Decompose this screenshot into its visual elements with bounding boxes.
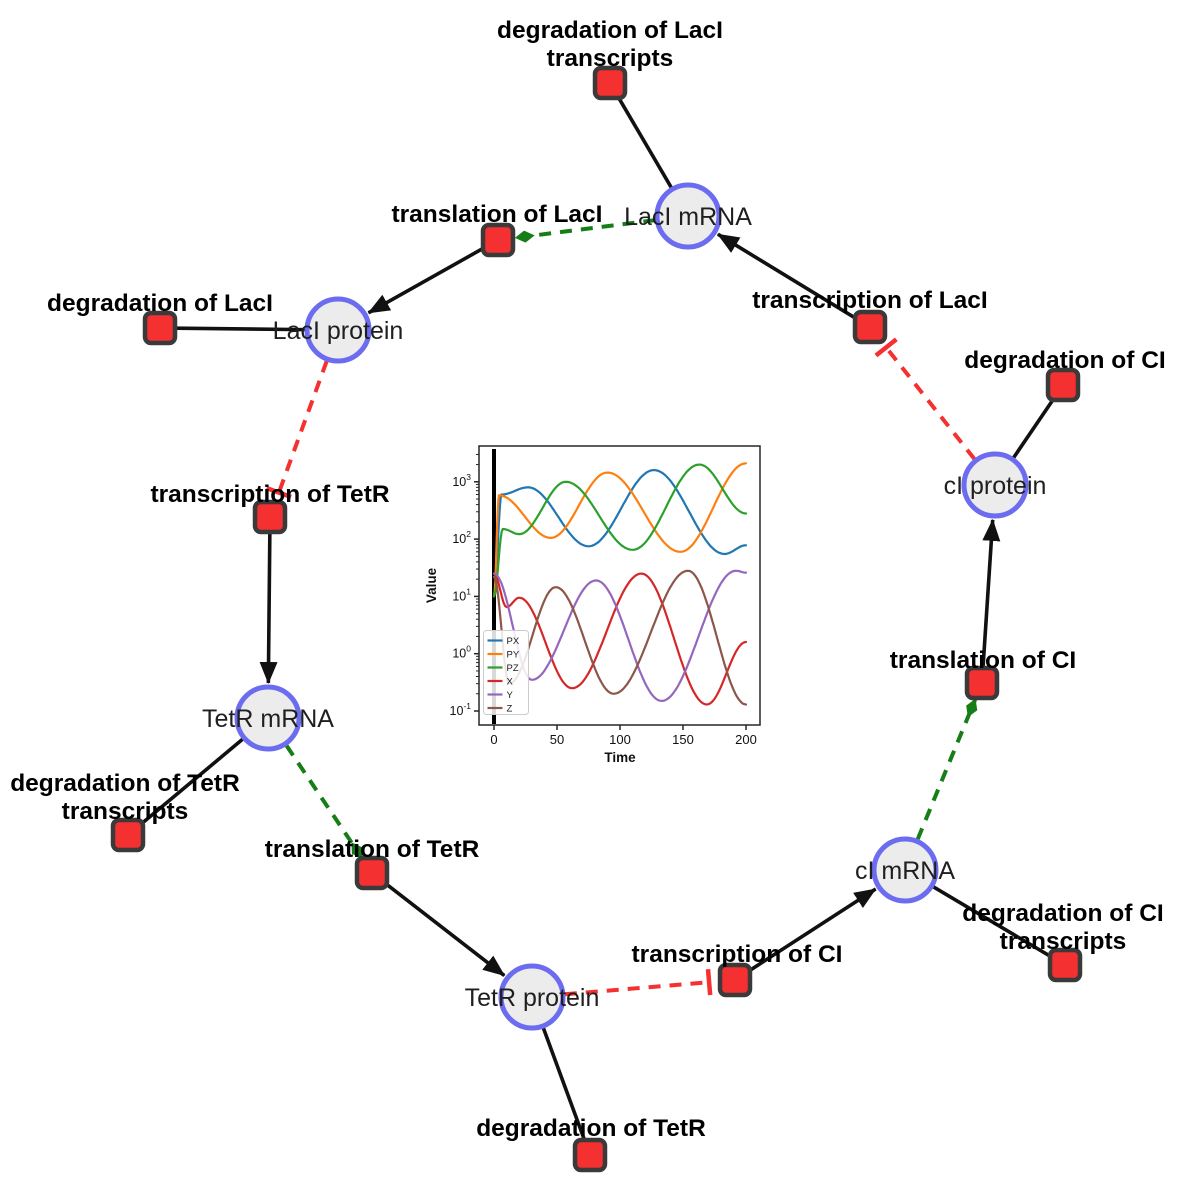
edges-layer — [139, 95, 1056, 1141]
species-label-laci-protein: LacI protein — [273, 317, 404, 345]
inhibition-tbar-icon — [874, 337, 898, 358]
edge-ci-mrna--translation-ci-modifier — [915, 698, 978, 841]
reaction-node-translation-tetr[interactable] — [354, 855, 390, 891]
x-tick-label: 150 — [672, 732, 694, 747]
series-line-PZ — [492, 463, 748, 598]
species-label-ci-protein: cI protein — [944, 472, 1047, 500]
reaction-label-deg-tetr: degradation of TetR — [476, 1115, 706, 1142]
species-node-ci-mrna[interactable] — [871, 836, 939, 904]
inhibition-tbar-icon — [705, 969, 713, 996]
series-line-Z — [492, 569, 748, 706]
time-series-inset-plot: 0 50 100 150 200 10-1 100 101 102 103 Time Value PX P… — [424, 445, 761, 765]
edge-translation-laci--laci-protein-production — [367, 246, 485, 315]
reaction-label-translation-ci: translation of CI — [890, 647, 1076, 674]
reaction-label-deg-ci: degradation of CI — [964, 347, 1165, 374]
inhibition-tbar-icon — [265, 486, 292, 500]
x-tick-label: 200 — [735, 732, 757, 747]
species-node-laci-mrna[interactable] — [654, 182, 722, 250]
reaction-node-deg-tetr[interactable] — [572, 1137, 608, 1173]
edge-tetr-protein--deg-tetr-consumption — [541, 1027, 587, 1141]
y-tick-label: 101 — [452, 586, 471, 603]
reaction-node-transcription-laci[interactable] — [852, 309, 888, 345]
reaction-node-translation-laci[interactable] — [480, 222, 516, 258]
species-label-tetr-protein: TetR protein — [465, 984, 600, 1012]
reaction-node-deg-ci-transcripts[interactable] — [1047, 947, 1083, 983]
y-tick-label: 102 — [452, 529, 471, 546]
species-label-ci-mrna: cI mRNA — [855, 857, 955, 885]
edge-ci-mrna--deg-ci-transcripts-consumption — [932, 885, 1053, 959]
legend-label-PY: PY — [507, 650, 520, 661]
legend-label-X: X — [507, 677, 514, 688]
x-tick-label: 50 — [550, 732, 564, 747]
legend-label-PX: PX — [507, 636, 520, 647]
reaction-label-deg-ci-transcripts: degradation of CI — [962, 900, 1163, 927]
edge-transcription-tetr--tetr-mrna-production — [259, 532, 278, 685]
edge-laci-protein--deg-laci-consumption — [175, 326, 306, 332]
species-node-tetr-mrna[interactable] — [234, 684, 302, 752]
edge-transcription-ci--ci-mrna-production — [747, 887, 877, 973]
x-tick-label: 0 — [490, 732, 497, 747]
reaction-label-deg-ci-transcripts-line2: transcripts — [1000, 928, 1127, 955]
series-line-Y — [492, 569, 748, 703]
legend-label-PZ: PZ — [507, 663, 519, 674]
species-node-ci-protein[interactable] — [961, 451, 1029, 519]
edge-ci-protein--deg-ci-consumption — [1012, 397, 1056, 459]
edge-laci-mrna--translation-laci-modifier — [514, 218, 656, 243]
reaction-label-transcription-laci: transcription of LacI — [752, 287, 988, 314]
labels-layer: LacI mRNA LacI protein TetR mRNA TetR prote… — [10, 17, 1166, 1142]
reaction-label-translation-tetr: translation of TetR — [265, 836, 480, 863]
edge-ci-protein--transcription-laci-inhibition — [874, 337, 977, 461]
edge-laci-mrna--deg-laci-transcripts-consumption — [616, 95, 673, 189]
reaction-label-deg-laci: degradation of LacI — [47, 290, 273, 317]
reaction-label-deg-laci-transcripts: degradation of LacI — [497, 17, 723, 44]
reaction-node-deg-ci[interactable] — [1045, 367, 1081, 403]
x-tick-label: 100 — [609, 732, 631, 747]
edge-tetr-mrna--translation-tetr-modifier — [284, 744, 364, 860]
reaction-label-translation-laci: translation of LacI — [391, 201, 602, 228]
reaction-node-deg-laci[interactable] — [142, 310, 178, 346]
species-label-laci-mrna: LacI mRNA — [624, 203, 752, 231]
reaction-label-deg-tetr-transcripts-line2: transcripts — [62, 798, 189, 825]
reaction-node-deg-laci-transcripts[interactable] — [592, 65, 628, 101]
edge-tetr-mrna--deg-tetr-transcripts-consumption — [139, 737, 244, 827]
legend-label-Y: Y — [507, 690, 514, 701]
edge-translation-tetr--tetr-protein-production — [383, 881, 506, 977]
y-axis-label: Value — [424, 567, 439, 603]
y-tick-label: 10-1 — [450, 701, 472, 718]
reaction-node-transcription-tetr[interactable] — [252, 499, 288, 535]
edge-laci-protein--transcription-tetr-inhibition — [265, 360, 329, 500]
x-axis-label: Time — [604, 750, 636, 765]
reaction-node-deg-tetr-transcripts[interactable] — [110, 817, 146, 853]
reaction-label-transcription-tetr: transcription of TetR — [150, 481, 389, 508]
edge-transcription-laci--laci-mrna-production — [716, 232, 858, 321]
series-line-PX — [492, 468, 748, 598]
y-tick-label: 103 — [452, 472, 471, 489]
reaction-node-transcription-ci[interactable] — [717, 962, 753, 998]
reaction-label-deg-tetr-transcripts: degradation of TetR — [10, 770, 240, 797]
species-node-laci-protein[interactable] — [304, 296, 372, 364]
edge-tetr-protein--transcription-ci-inhibition — [564, 969, 713, 997]
legend-label-Z: Z — [507, 704, 513, 715]
series-line-PY — [492, 462, 748, 598]
nodes-layer — [110, 65, 1083, 1173]
edge-translation-ci--ci-protein-production — [981, 518, 1001, 668]
reaction-label-deg-laci-transcripts-line2: transcripts — [547, 45, 674, 72]
species-label-tetr-mrna: TetR mRNA — [202, 705, 334, 733]
reaction-label-transcription-ci: transcription of CI — [632, 941, 843, 968]
species-node-tetr-protein[interactable] — [498, 963, 566, 1031]
reaction-node-translation-ci[interactable] — [964, 665, 1000, 701]
y-tick-label: 100 — [452, 644, 471, 661]
